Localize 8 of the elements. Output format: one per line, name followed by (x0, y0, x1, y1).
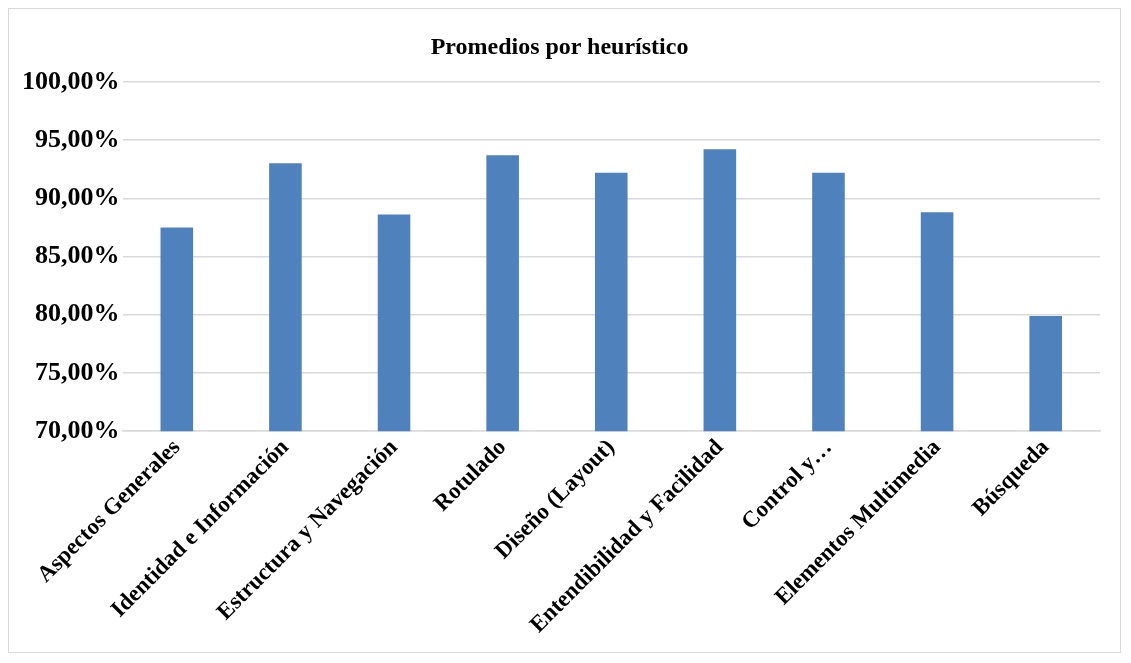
y-tick-label: 75,00% (35, 356, 120, 386)
y-tick-label: 85,00% (35, 240, 120, 270)
y-tick-label: 80,00% (35, 298, 120, 328)
chart-title: Promedios por heurístico (430, 32, 689, 59)
y-tick-label: 95,00% (35, 123, 120, 153)
y-tick-label: 70,00% (35, 414, 120, 444)
y-tick-label: 100,00% (22, 65, 120, 95)
y-tick-label: 90,00% (35, 181, 120, 211)
